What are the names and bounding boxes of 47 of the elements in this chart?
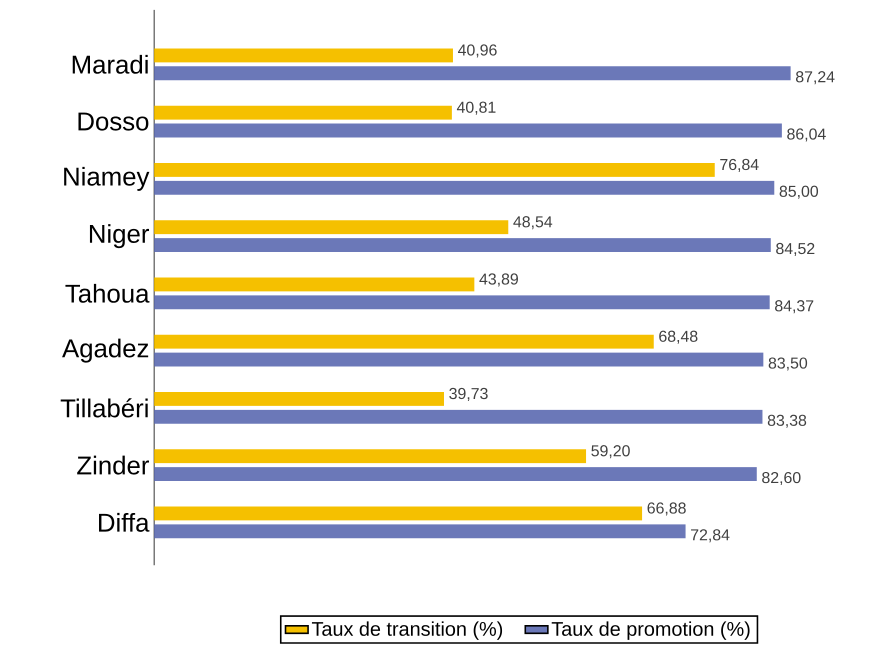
y-tick-label: Diffa [99, 512, 150, 532]
bar [154, 392, 444, 406]
data-label: 83,38 [768, 414, 806, 428]
bar [154, 352, 764, 366]
bar [154, 162, 715, 177]
bar [154, 295, 770, 309]
bar [154, 105, 452, 120]
data-label: 59,20 [591, 444, 630, 458]
bar [154, 410, 762, 424]
bar [154, 238, 771, 252]
data-label: 43,89 [479, 273, 518, 286]
bar [154, 123, 782, 138]
y-tick-label: Agadez [62, 338, 148, 362]
data-label: 86,04 [787, 128, 826, 142]
legend-label: Taux de transition (%) [312, 621, 502, 640]
data-label: 83,50 [768, 357, 808, 370]
data-label: 76,84 [720, 158, 759, 172]
data-label: 40,96 [458, 44, 497, 58]
y-tick-label: Niamey [64, 166, 150, 191]
y-tick-label: Tahoua [65, 284, 150, 303]
data-label: 66,88 [648, 502, 686, 516]
y-tick-label: Maradi [72, 54, 148, 74]
y-tick-label: Dosso [78, 112, 148, 130]
bar [154, 48, 453, 62]
bar [154, 66, 791, 80]
data-label: 84,52 [776, 242, 814, 256]
data-label: 87,24 [796, 70, 835, 84]
data-label: 85,00 [780, 185, 818, 199]
data-label: 39,73 [449, 388, 488, 401]
data-label: 72,84 [691, 528, 730, 542]
bar [154, 449, 586, 463]
bar [154, 220, 508, 234]
data-label: 48,54 [513, 216, 552, 230]
data-label: 40,81 [456, 101, 496, 115]
bar [154, 506, 642, 520]
bar [154, 277, 474, 292]
legend-label: Taux de promotion (%) [552, 621, 750, 640]
data-label: 82,60 [762, 472, 801, 485]
y-tick-label: Zinder [77, 455, 150, 474]
data-label: 84,37 [775, 300, 814, 314]
bar [154, 180, 774, 194]
bar [154, 524, 686, 538]
bar [154, 334, 654, 348]
y-tick-label: Niger [90, 224, 150, 248]
data-label: 68,48 [659, 330, 698, 344]
bar [154, 466, 757, 481]
y-tick-label: Tillabéri [60, 398, 148, 418]
